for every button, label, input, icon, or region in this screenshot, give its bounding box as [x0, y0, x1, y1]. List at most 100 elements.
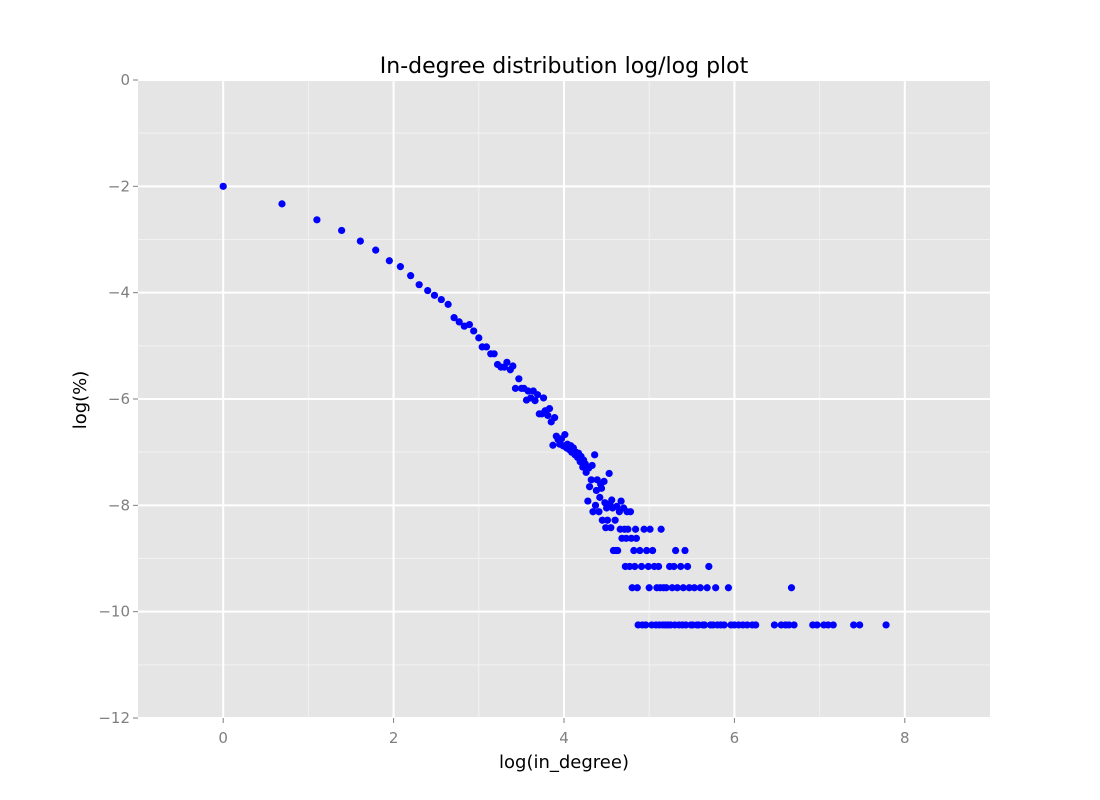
data-point: [790, 621, 798, 629]
data-point: [645, 584, 653, 592]
data-point: [850, 621, 858, 629]
data-point: [515, 375, 523, 383]
data-point: [642, 621, 650, 629]
data-point: [662, 584, 670, 592]
data-point: [636, 546, 644, 555]
data-point: [622, 534, 630, 542]
data-point: [465, 320, 474, 329]
data-point: [313, 216, 321, 224]
data-point: [646, 525, 654, 533]
data-point: [531, 396, 539, 405]
data-point: [539, 394, 548, 402]
data-point: [679, 584, 687, 592]
data-point: [630, 546, 638, 555]
data-point: [407, 272, 415, 280]
data-point: [396, 263, 405, 271]
data-point: [829, 621, 837, 629]
y-tick-label: −12: [98, 709, 130, 727]
chart-title: In-degree distribution log/log plot: [380, 54, 749, 79]
y-tick-label: −4: [108, 284, 130, 302]
data-point: [591, 501, 600, 509]
y-tick-label: −10: [98, 603, 130, 621]
data-point: [640, 525, 648, 533]
data-point: [637, 562, 646, 571]
y-axis: 0 −2 −4 −6 −8 −10 −12: [98, 71, 138, 727]
data-point: [444, 300, 452, 308]
data-point: [490, 350, 498, 358]
data-point: [644, 562, 652, 571]
x-tick-label: 0: [218, 729, 228, 747]
data-point: [614, 546, 622, 555]
data-point: [624, 525, 632, 533]
y-tick-label: 0: [120, 71, 130, 89]
x-tick-label: 8: [900, 729, 910, 747]
data-point: [626, 562, 634, 571]
data-point: [533, 391, 542, 399]
y-tick-label: −2: [108, 177, 130, 195]
data-point: [551, 414, 559, 422]
data-point: [631, 525, 640, 533]
data-point: [633, 584, 641, 592]
data-point: [668, 584, 676, 592]
data-point: [549, 441, 557, 449]
data-point: [681, 546, 689, 555]
data-point: [591, 451, 599, 459]
data-point: [617, 497, 625, 505]
data-point: [437, 295, 445, 304]
data-point: [611, 516, 619, 524]
data-point: [654, 562, 663, 571]
data-point: [627, 534, 635, 542]
x-axis: 0 2 4 6 8: [218, 718, 910, 747]
data-point: [509, 362, 517, 370]
data-point: [649, 546, 657, 555]
data-point: [824, 621, 832, 629]
y-tick-label: −6: [108, 390, 130, 408]
data-point: [503, 358, 511, 366]
data-point: [511, 384, 520, 392]
data-point: [685, 584, 693, 592]
data-point: [545, 404, 554, 413]
y-tick-label: −8: [108, 496, 130, 514]
data-point: [424, 286, 432, 295]
data-point: [670, 562, 678, 571]
data-point: [696, 584, 704, 592]
data-point: [682, 621, 690, 629]
x-tick-label: 4: [559, 729, 569, 747]
data-point: [585, 483, 594, 491]
data-point: [482, 343, 491, 351]
x-tick-label: 6: [730, 729, 740, 747]
data-point: [455, 318, 463, 326]
data-point: [602, 524, 610, 532]
data-point: [356, 237, 364, 245]
data-point: [372, 246, 380, 254]
data-point: [657, 525, 665, 533]
data-point: [856, 621, 864, 629]
data-point: [219, 182, 227, 190]
data-point: [813, 621, 821, 629]
data-point: [673, 584, 681, 592]
data-point: [705, 562, 713, 571]
data-point: [752, 621, 760, 629]
data-point: [430, 291, 439, 299]
data-point: [683, 562, 692, 571]
data-point: [524, 387, 532, 395]
data-point: [597, 484, 606, 492]
data-point: [475, 334, 483, 342]
data-point: [632, 534, 641, 542]
data-point: [603, 516, 612, 524]
data-point: [338, 226, 346, 235]
data-point: [595, 508, 603, 516]
data-point: [587, 476, 595, 484]
data-point: [607, 524, 615, 532]
data-point: [785, 621, 793, 629]
data-point: [584, 497, 592, 505]
data-point: [470, 327, 478, 335]
data-point: [712, 584, 720, 592]
data-point: [882, 621, 890, 629]
data-point: [278, 200, 286, 208]
data-point: [385, 257, 393, 265]
data-point: [700, 621, 709, 629]
data-point: [544, 411, 552, 420]
data-point: [724, 584, 733, 592]
